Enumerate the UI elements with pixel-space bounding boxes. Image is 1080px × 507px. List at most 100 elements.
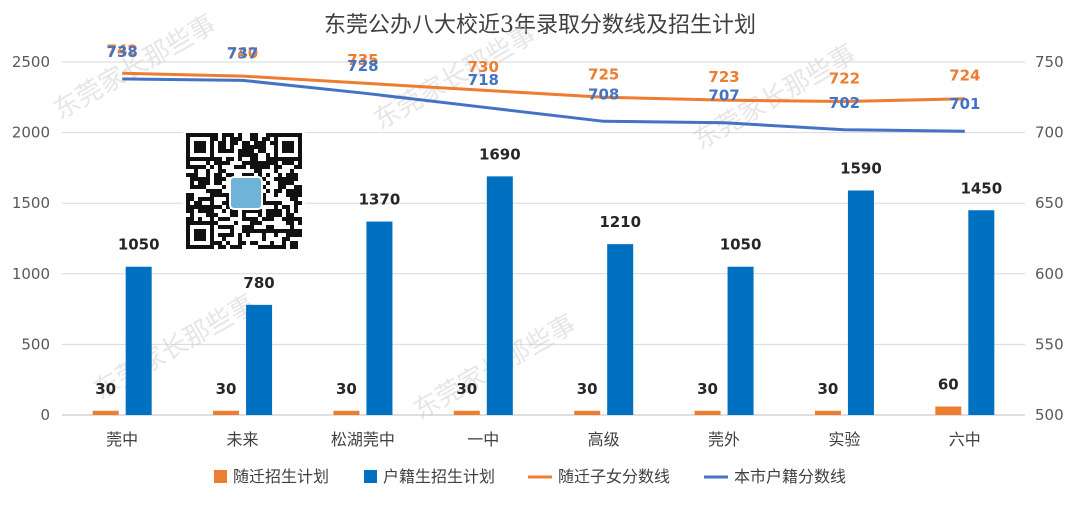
qr-module	[230, 233, 234, 237]
qr-module	[290, 173, 294, 177]
qr-module	[222, 133, 226, 137]
qr-module	[198, 197, 202, 201]
qr-module	[286, 233, 290, 237]
qr-module	[298, 185, 302, 189]
qr-module	[254, 169, 258, 173]
qr-module	[218, 173, 222, 177]
qr-module	[234, 213, 238, 217]
qr-module	[210, 201, 214, 205]
qr-module	[294, 245, 298, 249]
qr-module	[246, 209, 250, 213]
qr-module	[206, 213, 210, 217]
qr-module	[186, 193, 190, 197]
qr-module	[218, 165, 222, 169]
qr-module	[294, 189, 298, 193]
qr-module	[278, 165, 282, 169]
bar-label-huji: 1050	[118, 236, 160, 254]
qr-module	[298, 201, 302, 205]
qr-module	[194, 185, 198, 189]
qr-module	[210, 213, 214, 217]
bar-suiqian	[333, 410, 360, 415]
qr-module	[222, 177, 226, 181]
qr-module	[222, 149, 226, 153]
qr-module	[218, 233, 222, 237]
qr-module	[290, 233, 294, 237]
qr-module	[246, 229, 250, 233]
qr-module	[294, 241, 298, 245]
qr-module	[238, 153, 242, 157]
qr-module	[262, 141, 266, 145]
qr-module	[250, 229, 254, 233]
bar-huji	[727, 266, 754, 415]
qr-module	[230, 141, 234, 145]
bar-huji	[366, 221, 393, 415]
line-label-huji: 728	[347, 57, 378, 75]
qr-module	[234, 245, 238, 249]
qr-module	[226, 217, 230, 221]
qr-module	[198, 217, 202, 221]
qr-module	[222, 161, 226, 165]
qr-module	[186, 209, 190, 213]
qr-module	[298, 189, 302, 193]
bar-label-suiqian: 30	[456, 380, 477, 398]
qr-module	[258, 149, 262, 153]
qr-module	[214, 137, 218, 141]
qr-module	[202, 181, 206, 185]
x-tick-label: 莞中	[106, 430, 138, 449]
bars	[92, 176, 995, 415]
qr-module	[250, 225, 254, 229]
qr-module	[274, 169, 278, 173]
qr-module	[274, 165, 278, 169]
qr-module	[262, 237, 266, 241]
qr-module	[286, 213, 290, 217]
qr-module	[250, 157, 254, 161]
qr-module	[222, 217, 226, 221]
qr-module	[234, 137, 238, 141]
qr-module	[250, 145, 254, 149]
line-label-suiqian: 742	[107, 41, 138, 59]
qr-module	[258, 173, 262, 177]
x-tick-label: 莞外	[708, 430, 740, 449]
qr-module	[270, 161, 274, 165]
y-right-tick-label: 550	[1035, 335, 1064, 353]
qr-module	[298, 233, 302, 237]
qr-module	[262, 161, 266, 165]
qr-module	[230, 245, 234, 249]
qr-module	[286, 229, 290, 233]
qr-module	[218, 177, 222, 181]
chart-title: 东莞公办八大校近3年录取分数线及招生计划	[324, 13, 756, 38]
qr-module	[222, 141, 226, 145]
qr-module	[290, 193, 294, 197]
qr-module	[290, 177, 294, 181]
qr-finder	[194, 141, 206, 153]
line-label-suiqian: 730	[468, 58, 499, 76]
qr-module	[250, 133, 254, 137]
qr-module	[226, 193, 230, 197]
qr-module	[266, 173, 270, 177]
line-label-suiqian: 735	[347, 51, 378, 69]
bar-huji	[607, 244, 634, 415]
qr-module	[254, 241, 258, 245]
qr-module	[198, 165, 202, 169]
qr-module	[218, 145, 222, 149]
bar-huji	[246, 304, 273, 415]
qr-module	[222, 201, 226, 205]
qr-module	[298, 165, 302, 169]
qr-module	[194, 201, 198, 205]
qr-module	[266, 229, 270, 233]
qr-module	[266, 245, 270, 249]
qr-module	[294, 185, 298, 189]
qr-module	[186, 161, 190, 165]
line-label-suiqian: 724	[949, 67, 980, 85]
qr-module	[254, 157, 258, 161]
qr-finder	[194, 229, 206, 241]
qr-module	[238, 233, 242, 237]
line-huji-score	[122, 77, 965, 133]
bar-huji	[847, 190, 874, 415]
qr-module	[198, 185, 202, 189]
qr-module	[274, 245, 278, 249]
legend-swatch	[214, 470, 227, 483]
qr-module	[266, 213, 270, 217]
qr-module	[218, 157, 222, 161]
